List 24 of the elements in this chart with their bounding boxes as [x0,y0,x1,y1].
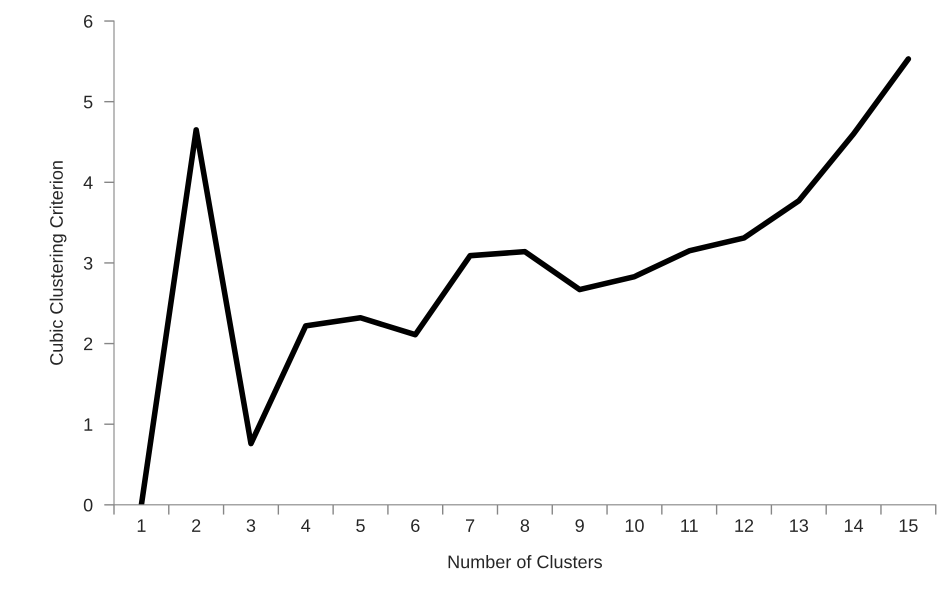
x-tick-label: 10 [626,519,644,532]
x-tick-label: 1 [138,519,146,532]
y-tick-label: 5 [84,96,92,108]
x-tick-label: 15 [900,519,918,532]
y-tick-label: 0 [84,498,92,512]
x-tick-label: 14 [844,519,864,532]
y-tick-label: 1 [84,418,92,431]
x-tick-label: 2 [192,519,200,532]
x-tick-label: 6 [411,519,420,532]
x-tick-label: 11 [681,519,698,532]
x-tick-label: 7 [466,519,474,532]
x-axis-title: Number of Clusters [448,555,602,568]
x-tick-label: 4 [301,519,310,532]
x-tick-label: 8 [520,519,530,532]
x-tick-label: 9 [575,519,584,532]
y-tick-label: 6 [84,14,92,28]
x-tick-label: 5 [356,519,365,532]
x-tick-label: 3 [246,519,256,532]
y-tick-label: 2 [84,338,92,350]
y-tick-label: 4 [84,176,93,189]
x-tick-label: 12 [735,519,754,532]
y-tick-label: 3 [84,256,92,270]
x-tick-label: 13 [790,519,808,532]
y-axis-title: Cubic Clustering Criterion [50,161,66,365]
